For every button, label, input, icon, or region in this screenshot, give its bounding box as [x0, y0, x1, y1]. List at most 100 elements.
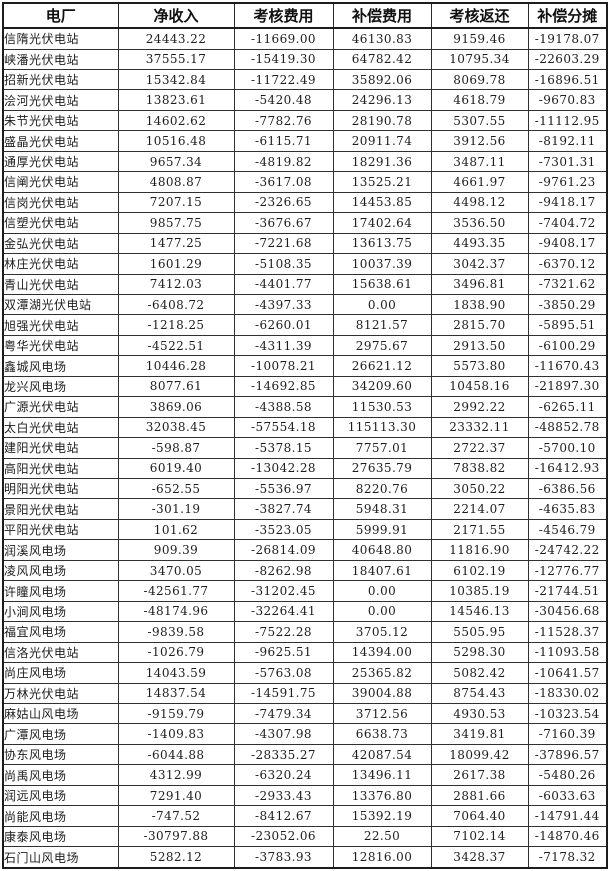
value-cell: 20911.74	[332, 130, 432, 152]
value-cell: 11530.53	[332, 396, 432, 418]
value-cell: 15638.61	[332, 273, 432, 295]
value-cell: 101.62	[117, 518, 235, 541]
value-cell: -4819.82	[233, 150, 334, 173]
value-cell: -28335.27	[233, 743, 334, 766]
value-cell: 7838.82	[430, 457, 529, 480]
value-cell: 9159.46	[430, 27, 529, 50]
value-cell: -15419.30	[233, 48, 334, 70]
value-cell: -9408.17	[527, 232, 608, 255]
value-cell: -19178.07	[527, 27, 608, 50]
value-cell: 34209.60	[332, 375, 432, 398]
plant-name-cell: 鑫城风电场	[2, 355, 119, 377]
plant-name-cell: 龙兴风电场	[2, 375, 119, 398]
plant-name-cell: 林庄光伏电站	[2, 253, 119, 275]
plant-name-cell: 信塑光伏电站	[2, 212, 119, 234]
value-cell: -22603.29	[527, 48, 608, 70]
column-header: 电厂	[2, 2, 119, 29]
value-cell: -12776.77	[527, 559, 608, 582]
value-cell: 5948.31	[332, 498, 432, 520]
plant-name-cell: 润远风电场	[2, 784, 119, 807]
value-cell: -4546.79	[527, 518, 608, 541]
table-row: 双潭湖光伏电站 -6408.72 -4397.33 0.00 1838.90 -3850.…	[2, 293, 608, 316]
value-cell: -7479.34	[233, 703, 334, 725]
value-cell: 3705.12	[332, 621, 432, 643]
value-cell: -6265.11	[527, 396, 608, 418]
table-row: 凌风风电场 3470.05 -8262.98 18407.61 6102.19 -1277…	[2, 559, 608, 582]
value-cell: -9839.58	[117, 621, 235, 643]
value-cell: 3712.56	[332, 703, 432, 725]
value-cell: -30456.68	[527, 600, 608, 623]
value-cell: 5282.12	[117, 846, 235, 869]
value-cell: 3419.81	[430, 723, 529, 745]
value-cell: 7757.01	[332, 437, 432, 459]
table-row: 福宜风电场 -9839.58 -7522.28 3705.12 5505.95 -1152…	[2, 621, 608, 643]
plant-name-cell: 景阳光伏电站	[2, 498, 119, 520]
value-cell: 3470.05	[117, 559, 235, 582]
value-cell: -7301.31	[527, 150, 608, 173]
value-cell: -598.87	[117, 437, 235, 459]
value-cell: -6408.72	[117, 293, 235, 316]
value-cell: -5108.35	[233, 253, 334, 275]
value-cell: 10037.39	[332, 253, 432, 275]
value-cell: 2975.67	[332, 334, 432, 357]
value-cell: 14453.85	[332, 191, 432, 214]
value-cell: -652.55	[117, 478, 235, 500]
table-row: 粤华光伏电站 -4522.51 -4311.39 2975.67 2913.50 -610…	[2, 334, 608, 357]
table-row: 麻姑山风电场 -9159.79 -7479.34 3712.56 4930.53 -103…	[2, 703, 608, 725]
table-row: 尚能风电场 -747.52 -8412.67 15392.19 7064.40 -1479…	[2, 805, 608, 827]
value-cell: 5505.95	[430, 621, 529, 643]
table-row: 信阐光伏电站 4808.87 -3617.08 13525.21 4661.97 -976…	[2, 171, 608, 193]
value-cell: 3496.81	[430, 273, 529, 295]
value-cell: -9670.83	[527, 89, 608, 111]
plant-name-cell: 尚庄风电场	[2, 662, 119, 684]
value-cell: -26814.09	[233, 539, 334, 561]
value-cell: 2913.50	[430, 334, 529, 357]
plant-name-cell: 高阳光伏电站	[2, 457, 119, 480]
value-cell: 9857.75	[117, 212, 235, 234]
value-cell: 3050.22	[430, 478, 529, 500]
value-cell: -747.52	[117, 805, 235, 827]
value-cell: 4808.87	[117, 171, 235, 193]
plant-name-cell: 粤华光伏电站	[2, 334, 119, 357]
value-cell: -5536.97	[233, 478, 334, 500]
value-cell: 7291.40	[117, 784, 235, 807]
value-cell: -10323.54	[527, 703, 608, 725]
table-row: 景阳光伏电站 -301.19 -3827.74 5948.31 2214.07 -4635…	[2, 498, 608, 520]
value-cell: -48174.96	[117, 600, 235, 623]
value-cell: -301.19	[117, 498, 235, 520]
value-cell: -4307.98	[233, 723, 334, 745]
value-cell: -8192.11	[527, 130, 608, 152]
value-cell: 4493.35	[430, 232, 529, 255]
plant-name-cell: 信阐光伏电站	[2, 171, 119, 193]
table-row: 许瞳风电场 -42561.77 -31202.45 0.00 10385.19 -2174…	[2, 580, 608, 602]
plant-name-cell: 麻姑山风电场	[2, 703, 119, 725]
value-cell: 28190.78	[332, 109, 432, 132]
value-cell: 46130.83	[332, 27, 432, 50]
value-cell: 8077.61	[117, 375, 235, 398]
value-cell: -7404.72	[527, 212, 608, 234]
value-cell: 10446.28	[117, 355, 235, 377]
value-cell: 2992.22	[430, 396, 529, 418]
value-cell: 18291.36	[332, 150, 432, 173]
value-cell: 32038.45	[117, 416, 235, 439]
value-cell: 6019.40	[117, 457, 235, 480]
table-row: 浍河光伏电站 13823.61 -5420.48 24296.13 4618.79 -96…	[2, 89, 608, 111]
value-cell: 4661.97	[430, 171, 529, 193]
value-cell: 3487.11	[430, 150, 529, 173]
column-header: 净收入	[117, 2, 235, 29]
value-cell: -1026.79	[117, 641, 235, 664]
table-row: 旭强光伏电站 -1218.25 -6260.01 8121.57 2815.70 -589…	[2, 314, 608, 336]
value-cell: -4397.33	[233, 293, 334, 316]
value-cell: 13496.11	[332, 764, 432, 786]
plant-name-cell: 太白光伏电站	[2, 416, 119, 439]
value-cell: 40648.80	[332, 539, 432, 561]
value-cell: 5298.30	[430, 641, 529, 664]
value-cell: 18407.61	[332, 559, 432, 582]
value-cell: 10516.48	[117, 130, 235, 152]
value-cell: -6115.71	[233, 130, 334, 152]
plant-name-cell: 尚禹风电场	[2, 764, 119, 786]
value-cell: -2933.43	[233, 784, 334, 807]
table-row: 招新光伏电站 15342.84 -11722.49 35892.06 8069.78 -1…	[2, 68, 608, 91]
value-cell: 18099.42	[430, 743, 529, 766]
